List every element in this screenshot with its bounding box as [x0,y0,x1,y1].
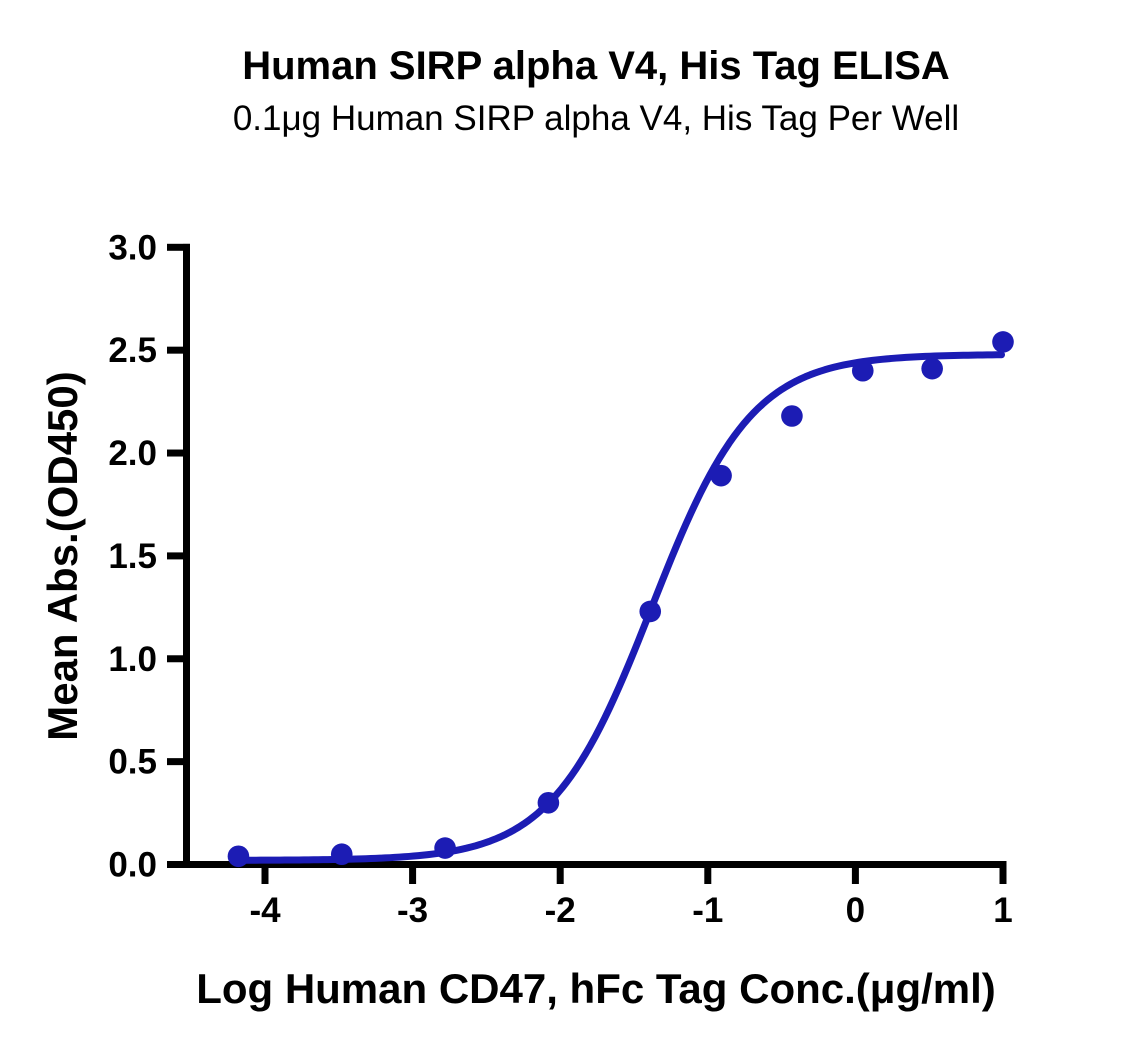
data-point [639,600,662,623]
x-tick-label: 1 [993,891,1012,930]
y-tick-label: 1.0 [108,640,157,679]
y-tick-label: 1.5 [108,537,157,576]
y-tick-label: 0.5 [108,743,157,782]
data-point [434,837,456,859]
chart-subtitle: 0.1μg Human SIRP alpha V4, His Tag Per W… [232,99,960,138]
chart-title: Human SIRP alpha V4, His Tag ELISA [242,44,950,88]
data-point [851,359,874,382]
data-point [992,331,1014,353]
y-tick-label: 2.0 [108,434,157,473]
fit-curve [233,351,1006,864]
y-tick-label: 2.5 [108,331,157,370]
data-point [781,405,803,427]
x-tick-label: -4 [249,891,281,930]
y-tick-label: 3.0 [108,228,157,267]
y-tick-label: 0.0 [108,846,157,885]
data-point [330,843,353,866]
x-tick-label: -1 [692,891,723,930]
data-point [537,791,560,814]
x-tick-label: -3 [397,891,428,930]
x-tick-label: -2 [545,891,576,930]
data-point [921,357,943,380]
data-point [710,464,732,487]
data-point [227,845,250,868]
x-tick-label: 0 [846,891,865,930]
x-axis-label: Log Human CD47, hFc Tag Conc.(μg/ml) [196,965,996,1012]
